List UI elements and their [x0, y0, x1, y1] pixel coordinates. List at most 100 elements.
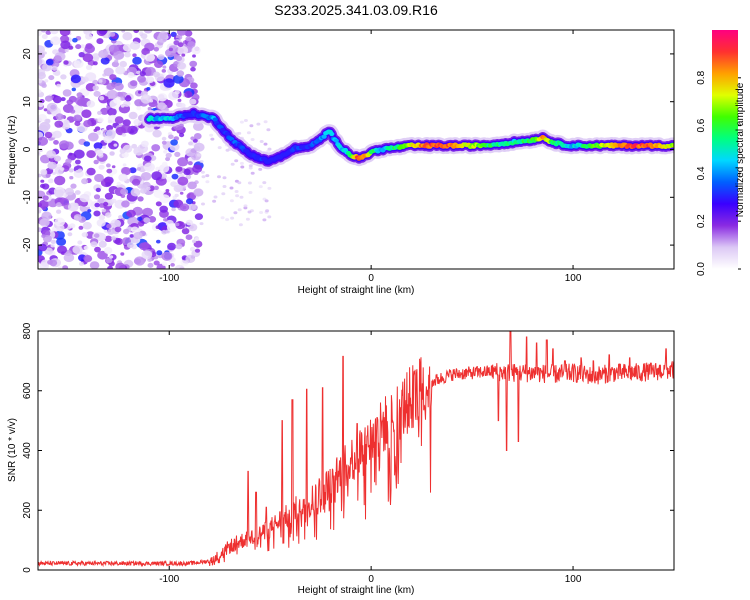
- noise-cell: [103, 67, 114, 77]
- noise-cell: [127, 72, 135, 78]
- noise-cell: [95, 187, 101, 193]
- noise-cell: [42, 195, 49, 201]
- noise-cell: [126, 209, 136, 218]
- noise-cell: [136, 70, 141, 75]
- noise-cell: [38, 173, 42, 178]
- noise-cell: [118, 173, 128, 182]
- noise-cell: [100, 57, 110, 65]
- noise-cell: [194, 237, 200, 242]
- noise-cell: [69, 176, 74, 180]
- noise-cell: [122, 43, 132, 52]
- noise-cell: [147, 262, 154, 268]
- spectrogram-x-axis-label: Height of straight line (km): [298, 285, 415, 296]
- noise-cell: [262, 181, 267, 185]
- noise-cell: [90, 241, 98, 248]
- noise-cell: [107, 119, 113, 124]
- noise-cell: [116, 181, 122, 186]
- noise-cell: [168, 47, 173, 52]
- noise-cell: [73, 214, 82, 221]
- noise-cell: [141, 250, 153, 260]
- noise-cell: [81, 109, 92, 118]
- noise-cell: [155, 225, 160, 229]
- noise-cell: [141, 242, 150, 249]
- noise-cell: [110, 219, 121, 229]
- noise-cell: [40, 179, 45, 183]
- noise-cell: [94, 246, 101, 253]
- noise-cell: [184, 91, 193, 98]
- snr-x-axis: -100 0 100: [159, 331, 582, 585]
- noise-cell: [151, 144, 161, 152]
- noise-cell: [230, 162, 235, 166]
- noise-cell: [131, 143, 138, 149]
- noise-cell: [131, 178, 141, 186]
- noise-cell: [126, 242, 134, 249]
- ridge-cell: [212, 117, 218, 122]
- noise-cell: [105, 129, 116, 138]
- noise-cell: [83, 255, 93, 263]
- noise-cell: [133, 231, 143, 240]
- noise-cell: [165, 189, 170, 193]
- noise-cell: [77, 98, 86, 107]
- noise-cell: [239, 120, 244, 124]
- noise-cell: [217, 146, 222, 150]
- noise-cell: [152, 129, 162, 138]
- noise-cell: [265, 209, 270, 213]
- noise-cell: [142, 207, 154, 217]
- noise-cell: [80, 44, 85, 49]
- noise-cell: [256, 122, 261, 126]
- noise-cell: [96, 38, 104, 45]
- noise-cell: [148, 216, 157, 223]
- noise-cell: [145, 76, 155, 84]
- noise-cell: [98, 240, 107, 248]
- noise-cell: [181, 227, 190, 235]
- y-tick-label: -10: [22, 190, 33, 205]
- noise-cell: [70, 183, 77, 189]
- noise-cell: [133, 30, 139, 34]
- x-tick-label: 0: [368, 273, 374, 284]
- noise-cell: [111, 61, 119, 68]
- noise-cell: [57, 245, 67, 254]
- noise-cell: [120, 104, 125, 108]
- noise-cell: [266, 128, 271, 132]
- noise-cell: [163, 218, 167, 222]
- noise-cell: [98, 49, 109, 59]
- noise-cell: [43, 51, 47, 55]
- noise-cell: [44, 79, 49, 83]
- noise-cell: [162, 65, 167, 69]
- noise-cell: [83, 245, 89, 251]
- noise-cell: [212, 199, 217, 203]
- noise-cell: [65, 187, 74, 196]
- y-tick-label: 20: [22, 48, 33, 60]
- noise-cell: [46, 102, 58, 112]
- snr-x-axis-label: Height of straight line (km): [298, 585, 415, 596]
- noise-cell: [200, 170, 205, 174]
- noise-cell: [141, 48, 150, 56]
- noise-cell: [115, 262, 126, 269]
- noise-cell: [237, 181, 242, 185]
- noise-cell: [129, 234, 135, 238]
- noise-cell: [247, 181, 252, 185]
- noise-cell: [155, 201, 162, 207]
- noise-cell: [113, 143, 118, 147]
- snr-y-axis: 0 200 400 600 800: [22, 322, 674, 573]
- noise-cell: [121, 133, 127, 137]
- noise-cell: [184, 30, 193, 37]
- noise-cell: [187, 41, 196, 48]
- noise-cell: [177, 98, 182, 102]
- noise-cell: [166, 223, 178, 232]
- noise-cell: [213, 195, 218, 199]
- noise-cell: [161, 69, 166, 73]
- noise-cell: [161, 140, 167, 145]
- noise-cell: [173, 40, 180, 46]
- noise-cell: [38, 151, 41, 155]
- ridge-cell: [329, 131, 335, 137]
- noise-cell: [51, 65, 58, 71]
- noise-cell: [263, 120, 268, 124]
- noise-cell: [113, 50, 125, 60]
- noise-cell: [185, 174, 192, 180]
- noise-cell: [154, 60, 164, 68]
- noise-cell: [194, 248, 201, 253]
- noise-cell: [185, 234, 193, 240]
- y-tick-label: 0: [22, 567, 33, 573]
